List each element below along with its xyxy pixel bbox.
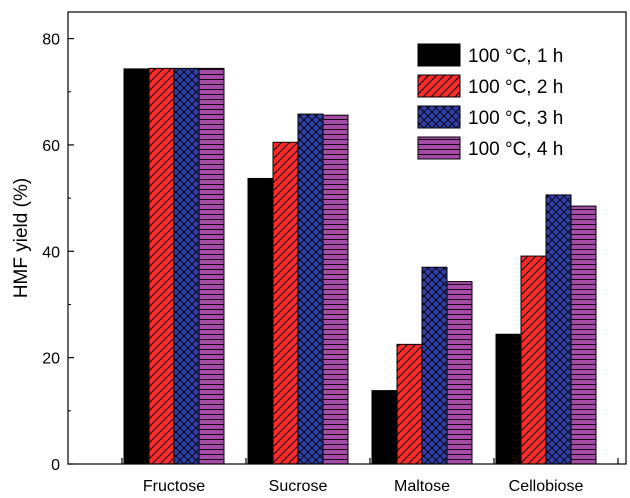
bar-fructose-series-3 <box>173 67 200 465</box>
y-tick-label: 20 <box>42 351 60 368</box>
y-axis: 0 20 40 60 80 <box>42 32 74 474</box>
bar-maltose-series-2 <box>396 343 423 465</box>
bar-maltose-series-4 <box>446 281 473 465</box>
legend-swatch-series-2 <box>417 74 461 98</box>
x-tick-label: Sucrose <box>269 478 328 495</box>
legend: 100 °C, 1 h 100 °C, 2 h 100 °C, 3 h 100 °C,… <box>417 43 563 160</box>
legend-label-series-1: 100 °C, 1 h <box>468 46 563 67</box>
bar-sucrose-series-2 <box>272 141 299 465</box>
bar-sucrose-series-1 <box>247 177 274 465</box>
plot-frame <box>67 11 627 465</box>
x-axis: Fructose Sucrose Maltose Cellobiose <box>121 458 619 495</box>
bar-sucrose-series-3 <box>297 113 324 465</box>
bar-cellobiose-series-2 <box>520 255 547 465</box>
bars <box>123 67 597 465</box>
x-tick-label: Maltose <box>394 478 450 495</box>
y-tick-label: 40 <box>42 244 60 261</box>
y-tick-label: 80 <box>42 32 60 49</box>
bar-cellobiose-series-1 <box>495 333 522 465</box>
x-tick-label: Fructose <box>143 478 205 495</box>
legend-swatch-series-3 <box>417 105 461 129</box>
bar-maltose-series-1 <box>371 390 398 465</box>
y-tick-label: 0 <box>51 457 60 474</box>
bar-fructose-series-1 <box>123 68 150 465</box>
bar-maltose-series-3 <box>421 266 448 465</box>
bar-fructose-series-2 <box>148 67 175 465</box>
legend-swatch-series-4 <box>417 136 461 160</box>
legend-swatch-series-1 <box>417 43 461 67</box>
bar-sucrose-series-4 <box>322 114 349 465</box>
legend-label-series-3: 100 °C, 3 h <box>468 108 563 129</box>
legend-label-series-4: 100 °C, 4 h <box>468 139 563 160</box>
y-tick-label: 60 <box>42 138 60 155</box>
bar-fructose-series-4 <box>198 67 225 465</box>
bar-cellobiose-series-4 <box>570 205 597 465</box>
legend-label-series-2: 100 °C, 2 h <box>468 77 563 98</box>
bar-cellobiose-series-3 <box>545 194 572 465</box>
y-axis-title: HMF yield (%) <box>11 178 32 298</box>
x-tick-label: Cellobiose <box>509 478 584 495</box>
